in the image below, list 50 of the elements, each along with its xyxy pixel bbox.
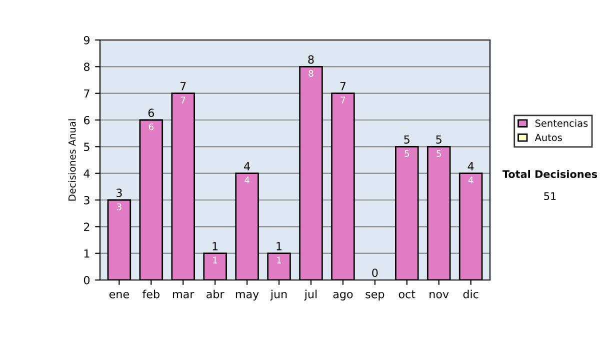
x-tick-label: sep <box>366 292 384 300</box>
total-label: 8 <box>308 55 314 64</box>
data-label: 5 <box>436 150 441 157</box>
y-tick-label: 1 <box>84 249 90 258</box>
y-tick-label: 6 <box>84 116 90 124</box>
data-label: 7 <box>180 96 186 104</box>
x-tick-label: abr <box>206 290 224 298</box>
total-label: 6 <box>148 108 154 118</box>
data-label: 1 <box>213 256 218 264</box>
y-tick-label: 2 <box>84 222 90 231</box>
data-label: 6 <box>148 123 154 130</box>
y-axis-title: Decisiones Anual <box>68 119 76 201</box>
total-label: 4 <box>468 162 474 170</box>
total-label: 7 <box>340 82 346 90</box>
data-label: 4 <box>244 176 250 184</box>
x-tick-label: dic <box>463 290 478 298</box>
legend-label: Autos <box>534 134 562 142</box>
x-tick-label: may <box>236 292 259 300</box>
x-tick-label: feb <box>142 290 160 298</box>
total-label: 7 <box>180 82 186 90</box>
y-tick-label: 5 <box>84 142 90 152</box>
x-tick-label: ene <box>109 292 129 298</box>
total-label: 5 <box>404 135 410 144</box>
data-label: 4 <box>468 176 474 184</box>
data-label: 1 <box>277 256 282 264</box>
data-label: 7 <box>340 96 346 104</box>
total-label: 0 <box>372 268 378 278</box>
y-tick-label: 3 <box>84 196 90 204</box>
total-label: 1 <box>276 242 282 250</box>
y-tick-label: 7 <box>84 89 90 98</box>
text: 51 <box>544 192 556 200</box>
x-tick-label: mar <box>173 292 194 298</box>
data-label: 8 <box>308 70 314 77</box>
x-tick-label: nov <box>430 292 449 298</box>
legend-label: Sentencias <box>535 119 588 127</box>
text: Total Decisiones <box>502 170 598 178</box>
y-tick-label: 8 <box>84 62 90 72</box>
x-tick-label: jul <box>304 290 317 300</box>
x-tick-label: ago <box>333 292 353 300</box>
total-label: 1 <box>212 242 218 250</box>
y-tick-label: 0 <box>84 276 90 284</box>
total-label: 5 <box>436 135 442 144</box>
x-tick-label: oct <box>398 290 416 298</box>
y-tick-label: 4 <box>84 169 90 178</box>
data-label: 5 <box>404 150 409 157</box>
x-tick-label: jun <box>270 290 287 300</box>
total-label: 3 <box>116 188 122 198</box>
total-label: 4 <box>244 162 250 170</box>
y-tick-label: 9 <box>84 36 90 44</box>
data-label: 3 <box>116 203 122 210</box>
